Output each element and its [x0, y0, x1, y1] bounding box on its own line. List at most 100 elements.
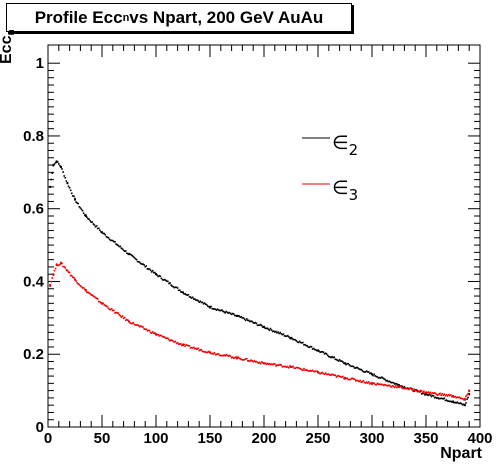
- data-point: [70, 192, 73, 195]
- data-point: [161, 278, 164, 281]
- data-point: [351, 377, 354, 380]
- data-point: [122, 249, 125, 252]
- data-point: [96, 298, 99, 300]
- data-point: [93, 224, 96, 226]
- data-point: [454, 401, 456, 404]
- data-point: [394, 385, 397, 387]
- data-point: [390, 381, 393, 384]
- data-point: [258, 361, 261, 364]
- data-point: [406, 386, 409, 389]
- data-point: [284, 365, 287, 368]
- data-point: [400, 386, 402, 388]
- data-point: [448, 400, 451, 403]
- data-point: [78, 206, 81, 208]
- data-point: [83, 214, 86, 216]
- data-point: [457, 396, 460, 399]
- data-point: [245, 357, 248, 360]
- data-point: [328, 355, 330, 358]
- data-point: [286, 334, 289, 337]
- data-point: [256, 361, 259, 364]
- data-point: [360, 381, 362, 383]
- data-point: [242, 317, 245, 319]
- data-point: [254, 321, 257, 324]
- data-point: [143, 264, 145, 266]
- data-point: [54, 161, 57, 164]
- data-point: [193, 298, 195, 300]
- data-point: [95, 297, 98, 300]
- data-point: [277, 331, 279, 333]
- data-point: [225, 310, 227, 313]
- data-point: [278, 364, 280, 366]
- data-point: [371, 382, 373, 385]
- data-point: [353, 378, 356, 381]
- data-point: [332, 373, 334, 376]
- data-point: [113, 309, 115, 312]
- data-point: [301, 368, 303, 371]
- data-point: [363, 371, 366, 373]
- data-point: [196, 299, 198, 301]
- data-point: [120, 247, 123, 249]
- data-point: [209, 351, 211, 354]
- data-point: [310, 370, 313, 372]
- data-point: [372, 382, 374, 384]
- data-point: [77, 283, 80, 285]
- data-point: [466, 398, 468, 400]
- data-point: [389, 381, 392, 383]
- data-point: [296, 341, 299, 343]
- data-point: [446, 400, 449, 402]
- data-point: [336, 359, 339, 361]
- data-point: [55, 264, 58, 267]
- data-point: [191, 347, 194, 349]
- data-point: [90, 294, 92, 296]
- data-point: [215, 309, 218, 311]
- data-point: [221, 354, 223, 357]
- data-point: [319, 372, 321, 375]
- data-point: [286, 365, 289, 368]
- data-point: [180, 343, 182, 345]
- data-point: [317, 371, 319, 374]
- data-point: [137, 260, 140, 263]
- data-point: [374, 375, 377, 377]
- data-point: [126, 252, 128, 255]
- data-point: [340, 360, 343, 362]
- data-point: [415, 389, 418, 392]
- data-point: [397, 383, 399, 386]
- data-point: [336, 375, 339, 377]
- data-point: [202, 350, 205, 353]
- data-point: [229, 355, 232, 357]
- data-point: [442, 394, 445, 397]
- data-point: [213, 352, 216, 354]
- data-point: [265, 327, 267, 330]
- data-point: [427, 394, 429, 397]
- data-point: [366, 371, 369, 373]
- data-point: [70, 274, 73, 277]
- data-point: [284, 335, 287, 337]
- data-point: [205, 351, 208, 354]
- data-point: [304, 369, 306, 371]
- data-point: [466, 394, 468, 396]
- data-point: [153, 271, 155, 274]
- data-point: [151, 269, 154, 272]
- data-point: [419, 389, 422, 392]
- data-point: [136, 260, 139, 263]
- data-point: [325, 373, 328, 376]
- data-point: [275, 365, 277, 367]
- data-point: [82, 287, 85, 289]
- data-point: [262, 326, 264, 329]
- data-point: [208, 305, 210, 308]
- data-point: [55, 160, 58, 163]
- data-point: [56, 264, 59, 267]
- data-point: [173, 286, 176, 289]
- data-point: [106, 236, 109, 239]
- data-point: [453, 396, 455, 398]
- data-point: [114, 312, 116, 314]
- data-point: [398, 384, 400, 387]
- data-point: [87, 291, 89, 294]
- data-point: [347, 362, 350, 365]
- y-tick-label: 0.8: [23, 128, 44, 145]
- data-point: [465, 402, 467, 404]
- data-point: [290, 365, 292, 368]
- x-axis-label: Npart: [440, 445, 482, 462]
- data-point: [161, 335, 164, 338]
